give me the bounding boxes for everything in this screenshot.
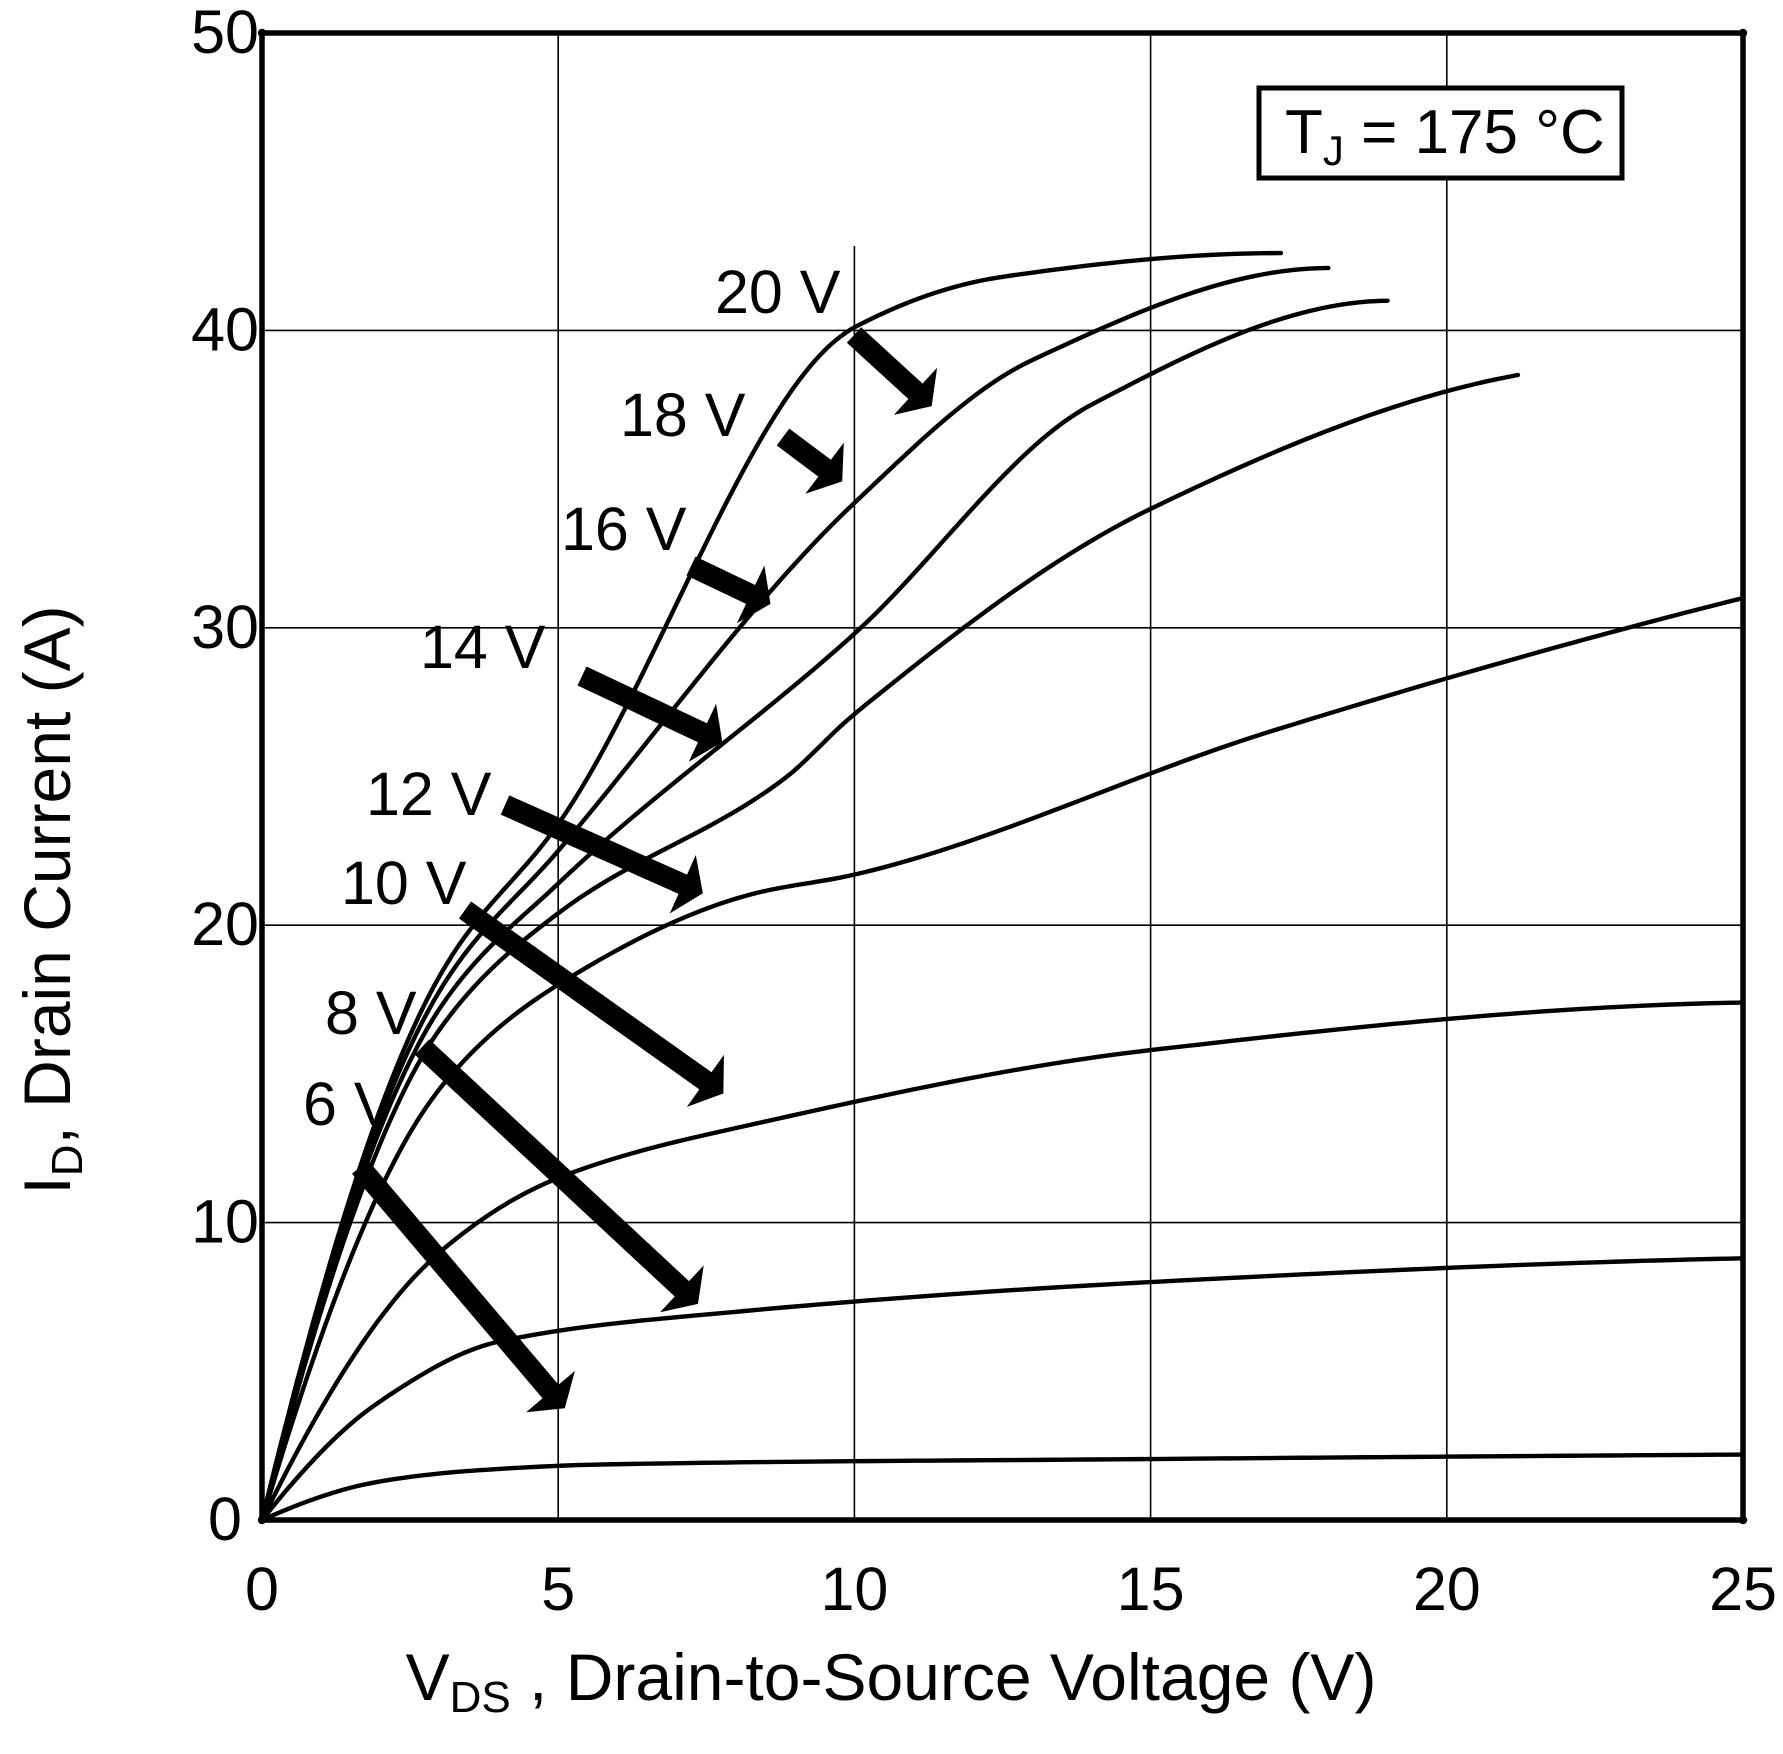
svg-text:10 V: 10 V [341, 849, 467, 917]
svg-text:30: 30 [191, 593, 259, 661]
svg-text:10: 10 [820, 1555, 888, 1623]
svg-text:40: 40 [191, 295, 259, 363]
svg-text:12 V: 12 V [366, 760, 492, 828]
svg-text:25: 25 [1709, 1555, 1777, 1623]
svg-text:15: 15 [1117, 1555, 1185, 1623]
svg-text:20: 20 [191, 890, 259, 958]
svg-text:16 V: 16 V [561, 495, 687, 563]
svg-text:10: 10 [191, 1188, 259, 1256]
svg-text:18 V: 18 V [620, 381, 746, 449]
svg-text:ID, Drain Current (A): ID, Drain Current (A) [10, 605, 92, 1194]
svg-text:14 V: 14 V [420, 613, 546, 681]
svg-text:8 V: 8 V [325, 979, 417, 1047]
svg-text:6 V: 6 V [303, 1070, 395, 1138]
svg-text:50: 50 [191, 0, 259, 66]
svg-text:5: 5 [541, 1555, 575, 1623]
svg-text:VDS , Drain-to-Source Voltage: VDS , Drain-to-Source Voltage (V) [406, 1640, 1377, 1722]
svg-text:0: 0 [208, 1485, 242, 1553]
svg-text:20: 20 [1413, 1555, 1481, 1623]
svg-text:20 V: 20 V [715, 258, 841, 326]
svg-text:0: 0 [245, 1555, 279, 1623]
